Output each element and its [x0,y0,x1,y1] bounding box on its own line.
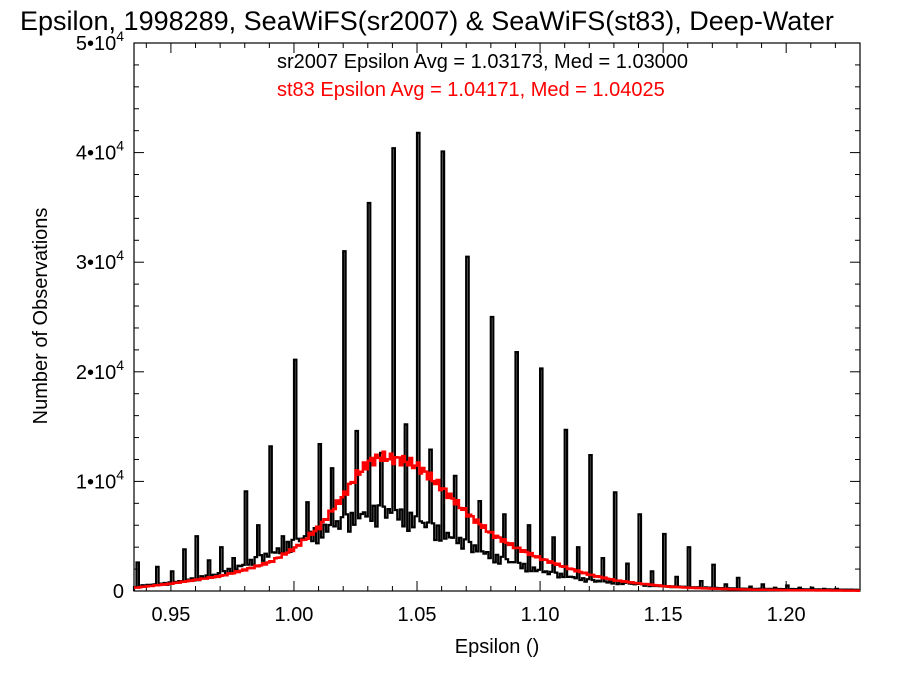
y-tick-label: 1•104 [76,466,124,493]
y-tick-label: 0 [113,581,124,603]
plot-frame [133,42,861,592]
y-tick-label: 4•104 [76,138,124,165]
annotation-st83: st83 Epsilon Avg = 1.04171, Med = 1.0402… [277,79,665,101]
annotation-sr2007: sr2007 Epsilon Avg = 1.03173, Med = 1.03… [277,51,688,73]
series-st83 [134,450,860,592]
x-tick-label: 1.10 [521,604,560,626]
series-sr2007 [132,131,860,592]
y-tick-label: 5•104 [76,28,124,55]
x-tick-label: 1.00 [274,604,313,626]
x-tick-labels: 0.95 1.00 1.05 1.10 1.15 1.20 [151,604,805,626]
x-tick-label: 1.20 [767,604,806,626]
y-tick-labels: 0 1•104 2•104 3•104 4•104 5•104 [76,28,124,603]
sr2007-histogram-line [132,131,860,592]
x-tick-label: 1.05 [398,604,437,626]
chart-title: Epsilon, 1998289, SeaWiFS(sr2007) & SeaW… [20,6,834,36]
y-tick-label: 3•104 [76,247,124,274]
axis-ticks [134,42,861,592]
y-axis-label: Number of Observations [30,208,52,425]
x-tick-label: 0.95 [151,604,190,626]
x-axis-label: Epsilon () [455,636,539,658]
x-tick-label: 1.15 [644,604,683,626]
y-tick-label: 2•104 [76,357,124,384]
